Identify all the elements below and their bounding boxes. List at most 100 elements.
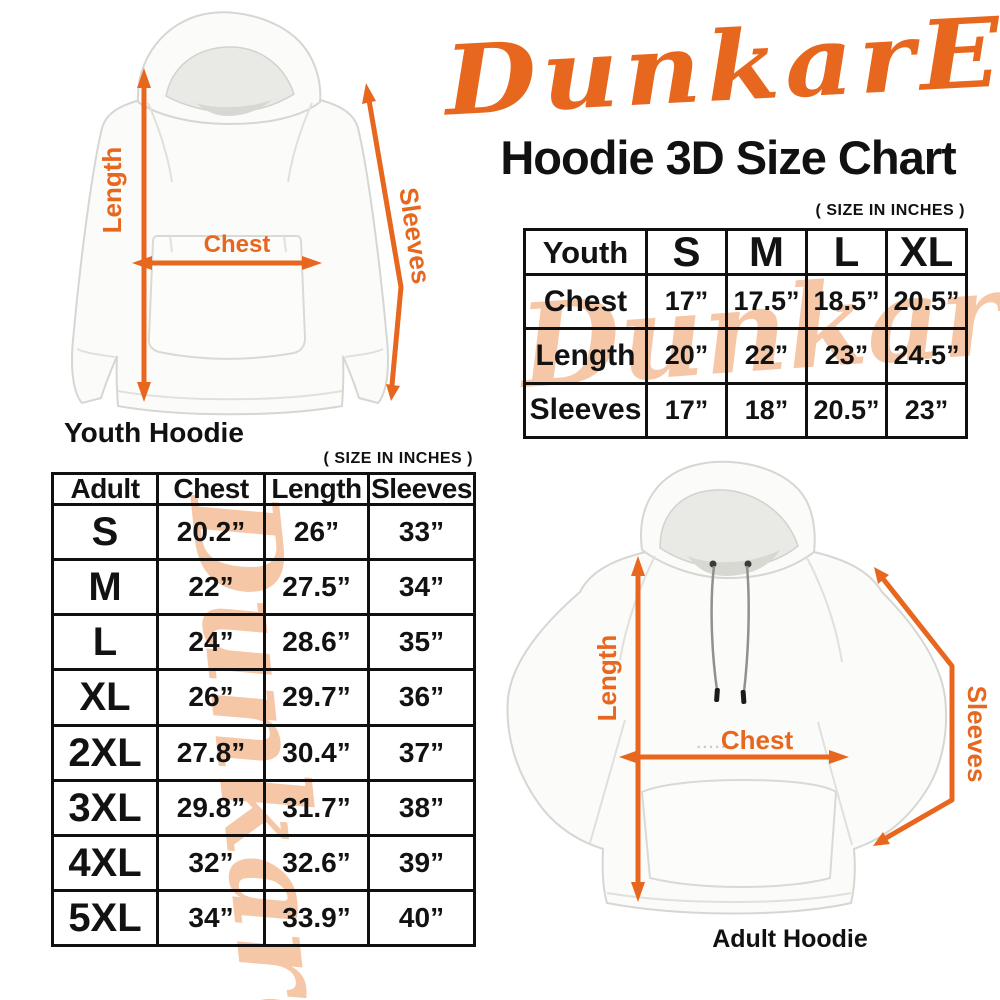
value-cell: 29.8” — [156, 778, 266, 837]
drawstring-aglet — [714, 687, 720, 703]
adult-measure-arrows: Length ..... Chest Sleeves — [592, 556, 992, 902]
youth-raglan-seam-left — [147, 102, 173, 183]
column-header: Chest — [156, 472, 266, 506]
brand-logo: DunkarE — [442, 0, 1000, 138]
value-cell: 30.4” — [263, 723, 370, 782]
drawstring-aglet — [740, 689, 747, 704]
column-header: S — [645, 228, 728, 276]
adult-pocket — [640, 778, 838, 888]
value-cell: 20” — [645, 327, 728, 385]
table-row: 4XL 32” 32.6” 39” — [51, 833, 476, 892]
youth-chest-label: Chest — [204, 231, 271, 258]
row-header: Sleeves — [523, 381, 648, 440]
value-cell: 27.5” — [263, 558, 370, 617]
table-row: Sleeves 17” 18” 20.5” 23” — [523, 381, 968, 440]
drawstring-grommet — [709, 560, 717, 568]
value-cell: 23” — [805, 327, 888, 385]
youth-raglan-seam-right — [287, 102, 313, 183]
value-cell: 28.6” — [263, 613, 370, 672]
value-cell: 24.5” — [885, 327, 968, 385]
value-cell: 24” — [156, 613, 266, 672]
column-header: L — [805, 228, 888, 276]
youth-length-label: Length — [97, 147, 127, 234]
value-cell: 31.7” — [263, 778, 370, 837]
table-row: 5XL 34” 33.9” 40” — [51, 888, 476, 948]
row-header: 4XL — [51, 833, 159, 892]
value-cell: 20.2” — [156, 502, 266, 562]
adult-raglan-seam-left — [619, 555, 656, 661]
adult-length-label: Length — [592, 635, 622, 722]
youth-sleeves-arrow — [366, 97, 404, 388]
row-header: Chest — [523, 272, 648, 331]
table-row: 3XL 29.8” 31.7” 38” — [51, 778, 476, 837]
value-cell: 40” — [367, 888, 476, 948]
value-cell: 29.7” — [263, 668, 370, 727]
table-row: Length 20” 22” 23” 24.5” — [523, 327, 968, 385]
column-header: Length — [263, 472, 370, 506]
adult-hood-shadow — [688, 550, 780, 576]
table-title-cell: Youth — [523, 228, 648, 276]
value-cell: 20.5” — [885, 272, 968, 331]
table-row: L 24” 28.6” 35” — [51, 613, 476, 672]
column-header: XL — [885, 228, 968, 276]
value-cell: 32.6” — [263, 833, 370, 892]
adult-hem-rib — [606, 892, 852, 903]
table-row: M 22” 27.5” 34” — [51, 558, 476, 617]
row-header: M — [51, 558, 159, 617]
table-row: S 20.2” 26” 33” — [51, 502, 476, 562]
youth-size-table-wrap: Youth S M L XL Chest 17” 17.5” 18.5” 20.5” Length 2… — [523, 228, 968, 440]
adult-size-note: ( SIZE IN INCHES ) — [323, 450, 473, 467]
value-cell: 35” — [367, 613, 476, 672]
column-header: Sleeves — [367, 472, 476, 506]
table-row: 2XL 27.8” 30.4” 37” — [51, 723, 476, 782]
value-cell: 37” — [367, 723, 476, 782]
youth-hoodie-graphic — [71, 11, 389, 416]
row-header: 2XL — [51, 723, 159, 782]
drawstring-grommet — [744, 560, 752, 568]
drawstring-left — [710, 565, 719, 691]
value-cell: 20.5” — [805, 381, 888, 440]
value-cell: 26” — [263, 502, 370, 562]
value-cell: 33.9” — [263, 888, 370, 948]
column-header: M — [725, 228, 808, 276]
table-title-cell: Adult — [51, 472, 159, 506]
youth-hood-shadow — [196, 100, 272, 116]
row-header: S — [51, 502, 159, 562]
value-cell: 33” — [367, 502, 476, 562]
row-header: 5XL — [51, 888, 159, 948]
value-cell: 34” — [367, 558, 476, 617]
adult-sleeves-label: Sleeves — [962, 686, 992, 783]
value-cell: 23” — [885, 381, 968, 440]
value-cell: 32” — [156, 833, 266, 892]
table-row: XL 26” 29.7” 36” — [51, 668, 476, 727]
value-cell: 18.5” — [805, 272, 888, 331]
value-cell: 38” — [367, 778, 476, 837]
table-row: Chest 17” 17.5” 18.5” 20.5” — [523, 272, 968, 331]
value-cell: 36” — [367, 668, 476, 727]
value-cell: 17” — [645, 381, 728, 440]
youth-measure-arrows: Length Chest Sleeves — [97, 68, 437, 402]
adult-size-table: Adult Chest Length Sleeves S 20.2” 26” 33” M 22” 2… — [51, 472, 476, 948]
value-cell: 17” — [645, 272, 728, 331]
adult-chest-dots: ..... — [697, 735, 728, 752]
adult-hoodie-graphic — [506, 460, 948, 915]
value-cell: 27.8” — [156, 723, 266, 782]
row-header: Length — [523, 327, 648, 385]
youth-hoodie-caption: Youth Hoodie — [64, 417, 244, 448]
row-header: 3XL — [51, 778, 159, 837]
youth-size-table: Youth S M L XL Chest 17” 17.5” 18.5” 20.5” Length 2… — [523, 228, 968, 440]
adult-hoodie-body — [506, 550, 948, 915]
value-cell: 22” — [725, 327, 808, 385]
adult-hoodie-caption: Adult Hoodie — [712, 925, 868, 953]
value-cell: 26” — [156, 668, 266, 727]
youth-size-note: ( SIZE IN INCHES ) — [815, 202, 965, 219]
value-cell: 22” — [156, 558, 266, 617]
page-title: Hoodie 3D Size Chart — [500, 131, 956, 184]
row-header: L — [51, 613, 159, 672]
value-cell: 17.5” — [725, 272, 808, 331]
value-cell: 34” — [156, 888, 266, 948]
adult-sleeves-arrow — [881, 577, 955, 841]
row-header: XL — [51, 668, 159, 727]
